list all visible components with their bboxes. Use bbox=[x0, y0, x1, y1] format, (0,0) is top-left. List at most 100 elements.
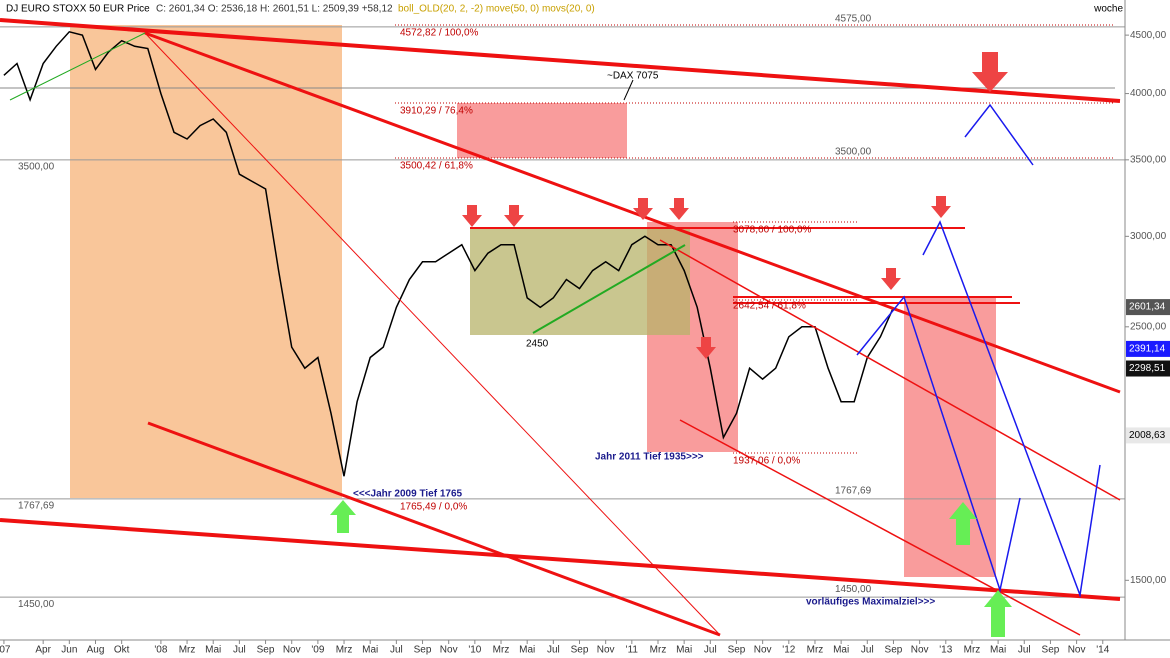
x-tick-label: Nov bbox=[911, 645, 929, 656]
x-tick-label: Nov bbox=[1068, 645, 1086, 656]
level-label: 1767,69 bbox=[18, 500, 55, 511]
down-arrow bbox=[931, 196, 951, 218]
x-tick-label: '14 bbox=[1096, 645, 1109, 656]
x-tick-label: Mrz bbox=[179, 645, 196, 656]
fib-label: 4572,82 / 100,0% bbox=[400, 28, 479, 39]
x-tick-label: '07 bbox=[0, 645, 11, 656]
price-tag bbox=[1126, 340, 1170, 357]
level-label: 1450,00 bbox=[18, 599, 55, 610]
x-tick-label: Aug bbox=[87, 645, 105, 656]
x-tick-label: Sep bbox=[1042, 645, 1060, 656]
x-tick-label: Mrz bbox=[964, 645, 981, 656]
x-tick-label: Nov bbox=[754, 645, 772, 656]
down-arrow bbox=[462, 205, 482, 227]
x-tick-label: Sep bbox=[885, 645, 903, 656]
down-arrow bbox=[633, 198, 653, 220]
price-tag bbox=[1126, 299, 1170, 316]
low-label: 2450 bbox=[526, 339, 549, 350]
trend-line bbox=[144, 31, 1121, 394]
fib-label: 2642,54 / 61,8% bbox=[733, 301, 806, 312]
y-tick-label: 4000,00 bbox=[1130, 88, 1167, 99]
x-tick-label: Mrz bbox=[336, 645, 353, 656]
x-tick-label: Okt bbox=[114, 645, 130, 656]
period: woche bbox=[1093, 4, 1123, 15]
zone bbox=[70, 25, 342, 498]
x-tick-label: Mai bbox=[205, 645, 221, 656]
x-tick-label: Mrz bbox=[493, 645, 510, 656]
x-tick-label: '08 bbox=[154, 645, 167, 656]
dax-pointer bbox=[623, 79, 634, 101]
x-tick-label: Mai bbox=[990, 645, 1006, 656]
up-arrow bbox=[984, 590, 1012, 637]
fib-label: 1765,49 / 0,0% bbox=[400, 502, 467, 513]
x-tick-label: Sep bbox=[414, 645, 432, 656]
fib-label: 3910,29 / 76,4% bbox=[400, 106, 473, 117]
note: Jahr 2011 Tief 1935>>> bbox=[595, 452, 704, 463]
x-tick-label: Mrz bbox=[650, 645, 667, 656]
down-arrow bbox=[669, 198, 689, 220]
down-arrow bbox=[504, 205, 524, 227]
price-tag bbox=[1126, 427, 1170, 444]
support-line bbox=[532, 244, 686, 334]
projection bbox=[856, 295, 1021, 593]
support-line bbox=[9, 32, 146, 101]
level-label: 3500,00 bbox=[835, 146, 872, 157]
x-tick-label: Apr bbox=[35, 645, 51, 656]
x-tick-label: Nov bbox=[597, 645, 615, 656]
x-tick-label: Mai bbox=[519, 645, 535, 656]
x-tick-label: '10 bbox=[468, 645, 481, 656]
zone bbox=[457, 103, 627, 158]
trend-line bbox=[0, 518, 1121, 601]
fib-label: 3500,42 / 61,8% bbox=[400, 161, 473, 172]
down-arrow bbox=[881, 268, 901, 290]
y-tick-label: 3000,00 bbox=[1130, 231, 1167, 242]
price-tag-label: 2601,34 bbox=[1129, 302, 1166, 313]
note: vorläufiges Maximalziel>>> bbox=[806, 597, 935, 608]
x-tick-label: '11 bbox=[626, 645, 639, 656]
note: <<<Jahr 2009 Tief 1765 bbox=[353, 489, 463, 500]
x-tick-label: Sep bbox=[571, 645, 589, 656]
x-tick-label: '13 bbox=[939, 645, 952, 656]
price-line bbox=[3, 30, 895, 477]
level-label: 3500,00 bbox=[18, 161, 55, 172]
x-tick-label: Jun bbox=[61, 645, 77, 656]
x-tick-label: Mai bbox=[833, 645, 849, 656]
price-tag-label: 2008,63 bbox=[1129, 430, 1166, 441]
x-tick-label: Jul bbox=[704, 645, 717, 656]
x-tick-label: Mai bbox=[362, 645, 378, 656]
projection bbox=[964, 103, 1034, 166]
indicators: boll_OLD(20, 2, -2) move(50, 0) movs(20,… bbox=[398, 4, 595, 15]
zone bbox=[470, 228, 690, 335]
level-label: 1450,00 bbox=[835, 584, 872, 595]
y-tick-label: 2500,00 bbox=[1130, 321, 1167, 332]
y-tick-label: 3500,00 bbox=[1130, 154, 1167, 165]
price-tag-label: 2298,51 bbox=[1129, 363, 1166, 374]
x-tick-label: '09 bbox=[311, 645, 324, 656]
up-arrow bbox=[330, 500, 356, 533]
trend-line bbox=[659, 239, 1121, 501]
level-label: 1767,69 bbox=[835, 485, 872, 496]
y-tick-label: 4500,00 bbox=[1130, 30, 1167, 41]
x-tick-label: Mai bbox=[676, 645, 692, 656]
x-tick-label: Jul bbox=[861, 645, 874, 656]
x-tick-label: Nov bbox=[440, 645, 458, 656]
x-tick-label: Jul bbox=[390, 645, 403, 656]
down-arrow bbox=[696, 337, 716, 359]
fib-label: 1937,06 / 0,0% bbox=[733, 456, 800, 467]
x-tick-label: Sep bbox=[257, 645, 275, 656]
down-arrow bbox=[972, 52, 1008, 92]
x-tick-label: '12 bbox=[782, 645, 795, 656]
x-tick-label: Sep bbox=[728, 645, 746, 656]
fib-label: 3078,60 / 100,0% bbox=[733, 225, 812, 236]
y-tick-label: 1500,00 bbox=[1130, 575, 1167, 586]
price-tag-label: 2391,14 bbox=[1129, 344, 1166, 355]
trend-line bbox=[147, 421, 721, 637]
dax-label: ~DAX 7075 bbox=[607, 71, 659, 82]
x-tick-label: Jul bbox=[547, 645, 560, 656]
ohlc: C: 2601,34 O: 2536,18 H: 2601,51 L: 2509… bbox=[156, 4, 393, 15]
chart-title: DJ EURO STOXX 50 EUR Price bbox=[6, 4, 150, 15]
up-arrow bbox=[949, 502, 977, 545]
level-label: 4575,00 bbox=[835, 14, 872, 25]
x-tick-label: Jul bbox=[233, 645, 246, 656]
